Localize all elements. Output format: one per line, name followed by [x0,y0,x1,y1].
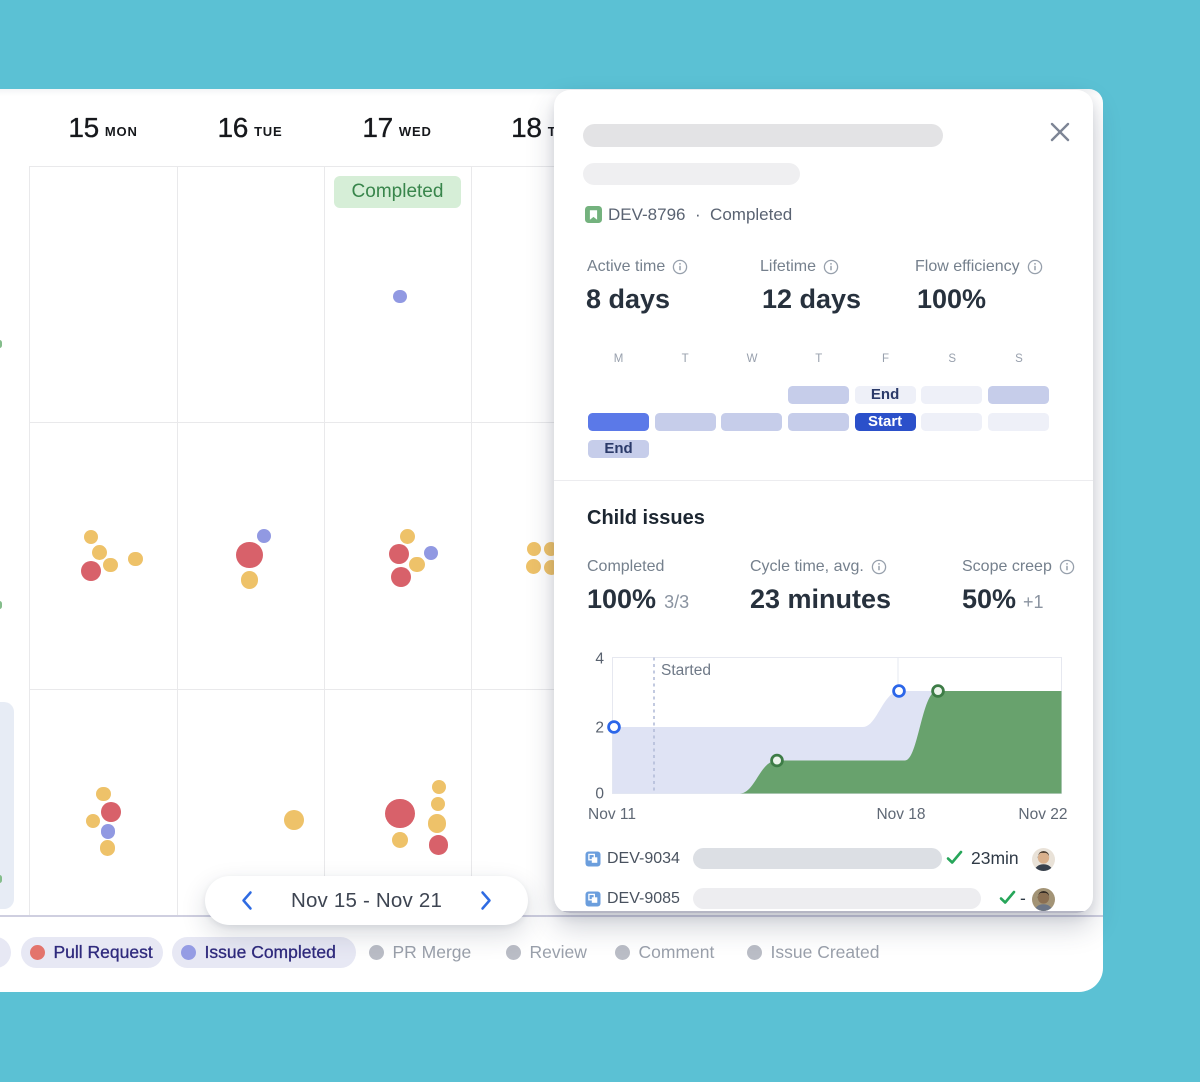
svg-text:Nov 22: Nov 22 [1018,806,1067,823]
svg-text:Nov 11: Nov 11 [588,806,636,823]
svg-text:Started: Started [661,662,711,679]
svg-text:4: 4 [595,651,604,668]
svg-text:2: 2 [595,720,604,737]
svg-text:0: 0 [595,786,604,803]
svg-text:Nov 18: Nov 18 [876,806,925,823]
